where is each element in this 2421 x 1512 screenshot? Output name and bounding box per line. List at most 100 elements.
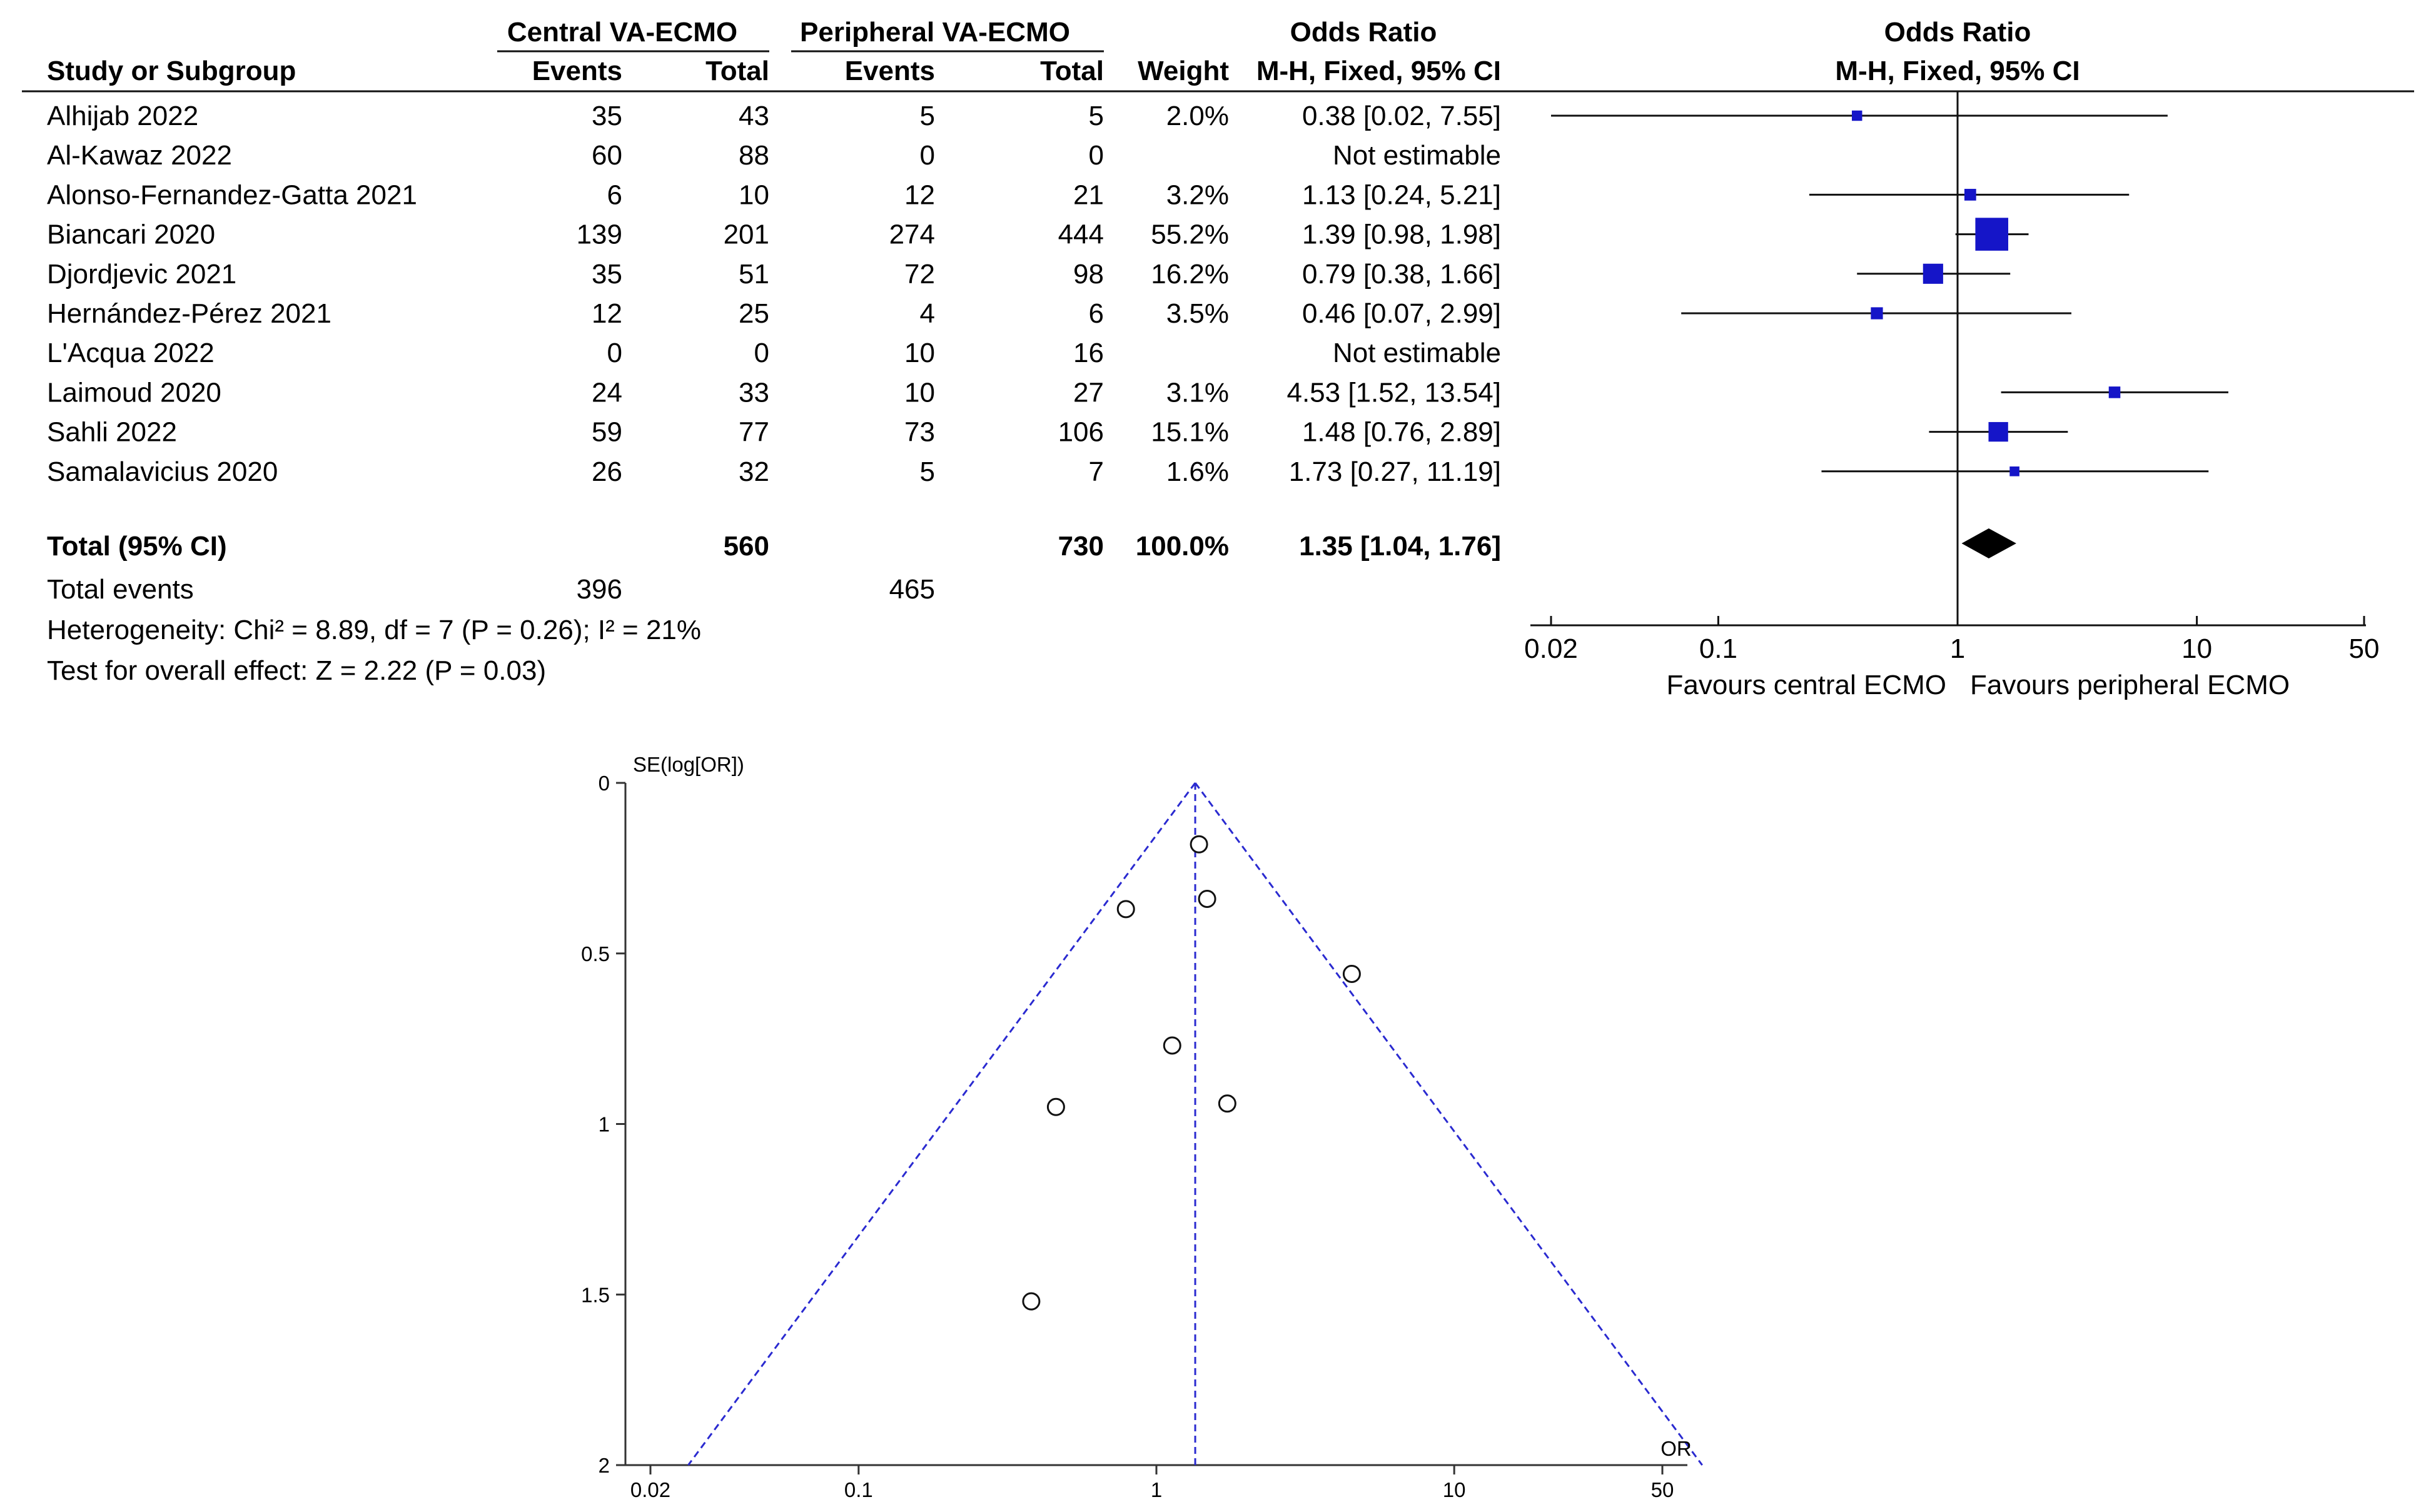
cell-ci-text: 4.53 [1.52, 13.54] [1286, 377, 1501, 408]
effect-square [1923, 263, 1943, 284]
cell-ci-text: Not estimable [1333, 140, 1501, 171]
col-ci-plot: M-H, Fixed, 95% CI [1835, 56, 2080, 86]
forest-ticks: 0.02 0.1 1 10 50 [1524, 616, 2379, 664]
funnel-x-tick-label: 50 [1651, 1478, 1674, 1501]
cell-weight: 16.2% [1151, 259, 1229, 290]
cell-study: Samalavicius 2020 [47, 456, 278, 487]
cell-p-events: 10 [904, 377, 935, 408]
cell-c-total: 32 [739, 456, 769, 487]
cell-ci-text: 0.79 [0.38, 1.66] [1302, 259, 1501, 290]
study-point [1116, 900, 1135, 919]
study-point [1046, 1097, 1065, 1116]
cell-study: Al-Kawaz 2022 [47, 140, 232, 171]
total-peripheral-total: 730 [1058, 531, 1104, 562]
funnel-x-label: OR [1660, 1437, 1692, 1460]
cell-study: Laimoud 2020 [47, 377, 221, 408]
cell-study: Alhijab 2022 [47, 101, 198, 131]
cell-p-events: 5 [920, 456, 935, 487]
cell-p-total: 98 [1073, 259, 1104, 290]
funnel-x-tick-label: 10 [1443, 1478, 1466, 1501]
cell-p-events: 0 [920, 140, 935, 171]
funnel-points [1022, 835, 1361, 1311]
cell-weight: 15.1% [1151, 417, 1229, 448]
funnel-y-label: SE(log[OR]) [633, 753, 744, 776]
cell-ci-text: 1.39 [0.98, 1.98] [1302, 219, 1501, 250]
cell-c-events: 12 [592, 298, 622, 329]
cell-p-total: 6 [1089, 298, 1104, 329]
cell-study: Sahli 2022 [47, 417, 177, 448]
funnel-y-tick-label: 2 [599, 1454, 610, 1477]
cell-p-events: 10 [904, 338, 935, 368]
header-odds-ratio-plot: Odds Ratio [1884, 17, 2031, 48]
effect-square [1964, 189, 1976, 201]
cell-p-total: 21 [1073, 179, 1104, 210]
effect-square [2108, 386, 2121, 398]
cell-ci-text: 0.46 [0.07, 2.99] [1302, 298, 1501, 329]
cell-c-total: 0 [754, 338, 769, 368]
cell-weight: 55.2% [1151, 219, 1229, 250]
favours-left: Favours central ECMO [1667, 670, 1946, 700]
col-study: Study or Subgroup [47, 56, 296, 86]
cell-c-events: 35 [592, 259, 622, 290]
forest-marks [1551, 110, 2228, 558]
effect-square [2009, 466, 2019, 476]
forest-plot: 0.02 0.1 1 10 50 Favours central ECMO Favour… [1524, 91, 2379, 700]
study-point [1198, 889, 1216, 908]
col-peripheral-events: Events [845, 56, 935, 86]
forest-tick-label: 1 [1950, 633, 1965, 664]
forest-tick-label: 0.1 [1699, 633, 1737, 664]
cell-weight: 2.0% [1166, 101, 1229, 131]
events-label: Total events [47, 574, 194, 605]
cell-p-total: 16 [1073, 338, 1104, 368]
cell-c-events: 6 [607, 179, 622, 210]
cell-p-events: 12 [904, 179, 935, 210]
effect-square [1988, 421, 2008, 442]
total-weight: 100.0% [1136, 531, 1229, 562]
cell-c-total: 88 [739, 140, 769, 171]
cell-c-total: 43 [739, 101, 769, 131]
effect-square [1871, 307, 1883, 320]
cell-p-total: 444 [1058, 219, 1104, 250]
cell-ci-text: 1.73 [0.27, 11.19] [1289, 456, 1501, 487]
funnel-y-ticks: 0 0.5 1 1.5 2 [581, 772, 625, 1477]
col-central-total: Total [705, 56, 769, 86]
overall-effect-text: Test for overall effect: Z = 2.22 (P = 0… [47, 655, 546, 686]
cell-study: Biancari 2020 [47, 219, 215, 250]
total-label: Total (95% CI) [47, 531, 227, 562]
study-point [1022, 1292, 1041, 1311]
cell-p-total: 0 [1089, 140, 1104, 171]
header-peripheral: Peripheral VA-ECMO [800, 17, 1070, 48]
cell-c-events: 35 [592, 101, 622, 131]
cell-weight: 3.2% [1166, 179, 1229, 210]
cell-p-total: 27 [1073, 377, 1104, 408]
funnel-y-tick-label: 0.5 [581, 942, 610, 965]
total-diamond [1961, 528, 2016, 558]
cell-p-total: 106 [1058, 417, 1104, 448]
events-central: 396 [577, 574, 622, 605]
funnel-y-tick-label: 1.5 [581, 1283, 610, 1306]
funnel-plot: 0 0.5 1 1.5 2 0.02 0.1 1 10 50 SE(log[OR]) OR [581, 753, 1703, 1501]
effect-square [1851, 110, 1863, 121]
study-point [1190, 835, 1208, 854]
cell-p-events: 73 [904, 417, 935, 448]
cell-weight: 1.6% [1166, 456, 1229, 487]
funnel-lines [687, 782, 1703, 1466]
funnel-x-tick-label: 0.1 [844, 1478, 873, 1501]
study-point [1342, 964, 1361, 983]
cell-c-events: 139 [577, 219, 622, 250]
heterogeneity-text: Heterogeneity: Chi² = 8.89, df = 7 (P = … [47, 615, 701, 645]
forest-tick-label: 50 [2349, 633, 2380, 664]
funnel-right-limit [1194, 782, 1703, 1466]
effect-square [1975, 218, 2009, 251]
cell-study: L'Acqua 2022 [47, 338, 215, 368]
cell-study: Alonso-Fernandez-Gatta 2021 [47, 179, 417, 210]
cell-p-total: 7 [1089, 456, 1104, 487]
col-central-events: Events [532, 56, 622, 86]
cell-c-events: 59 [592, 417, 622, 448]
cell-weight: 3.5% [1166, 298, 1229, 329]
col-weight: Weight [1138, 56, 1229, 86]
forest-tick-label: 0.02 [1524, 633, 1578, 664]
forest-table: Central VA-ECMO Peripheral VA-ECMO Odds … [22, 17, 2414, 686]
cell-p-events: 72 [904, 259, 935, 290]
